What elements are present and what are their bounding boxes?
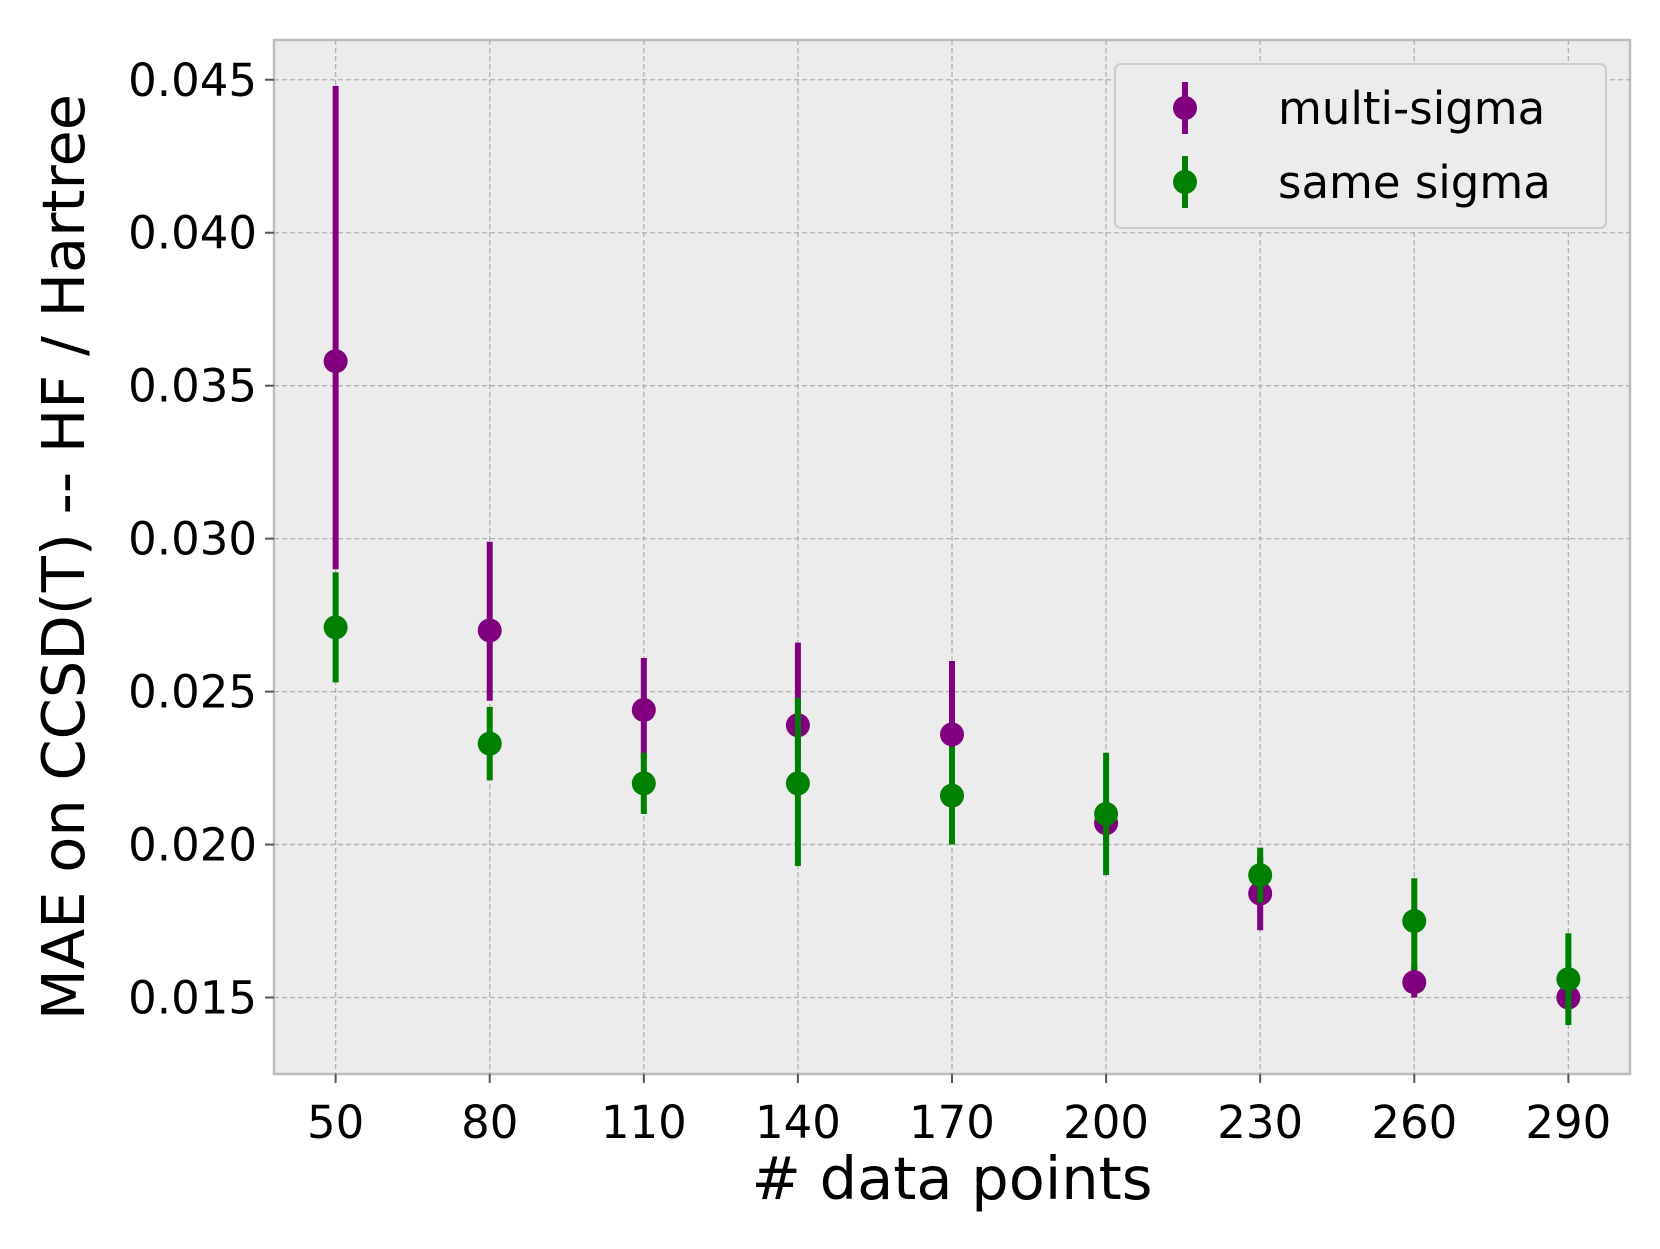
y-tick-label: 0.040 <box>128 207 257 260</box>
legend-label: same sigma <box>1278 156 1551 209</box>
data-point <box>1248 863 1273 888</box>
data-point <box>940 722 964 747</box>
y-tick-label: 0.045 <box>128 54 257 107</box>
x-tick-label: 50 <box>307 1096 364 1149</box>
data-point <box>940 783 964 808</box>
legend-box <box>1114 63 1607 229</box>
x-tick-label: 230 <box>1217 1096 1303 1149</box>
data-point <box>631 697 656 722</box>
data-series <box>323 85 1581 1026</box>
data-point <box>323 615 348 640</box>
data-point <box>477 731 502 756</box>
legend-marker <box>1173 96 1197 120</box>
x-tick-label: 110 <box>601 1096 687 1149</box>
y-tick-label: 0.035 <box>128 360 257 413</box>
x-tick-label: 140 <box>755 1096 841 1149</box>
data-point <box>1402 909 1427 934</box>
x-axis-label: # data points <box>751 1144 1152 1213</box>
series-same-sigma <box>323 572 1581 1026</box>
y-tick-label: 0.025 <box>128 666 257 719</box>
x-tick-label: 260 <box>1371 1096 1457 1149</box>
x-tick-label: 80 <box>461 1096 518 1149</box>
legend: multi-sigma same sigma <box>1114 63 1607 229</box>
data-point <box>1094 801 1119 826</box>
y-tick-label: 0.030 <box>128 513 257 566</box>
legend-label: multi-sigma <box>1278 82 1545 135</box>
y-tick-label: 0.015 <box>128 972 257 1025</box>
x-tick-label: 170 <box>909 1096 995 1149</box>
axis-ticks: 50 80 110 140 170 200 230 260 290 0.015 0.020 0.025… <box>128 54 1611 1149</box>
x-tick-label: 200 <box>1063 1096 1149 1149</box>
y-axis-label: MAE on CCSD(T) -- HF / Hartree <box>29 94 98 1020</box>
x-tick-label: 290 <box>1525 1096 1611 1149</box>
data-point <box>477 618 502 643</box>
legend-marker <box>1173 170 1197 194</box>
data-point <box>631 771 656 796</box>
data-point <box>785 771 810 796</box>
data-point <box>1402 970 1427 995</box>
y-tick-label: 0.020 <box>128 819 257 872</box>
data-point <box>323 349 348 374</box>
data-point <box>1556 967 1581 992</box>
